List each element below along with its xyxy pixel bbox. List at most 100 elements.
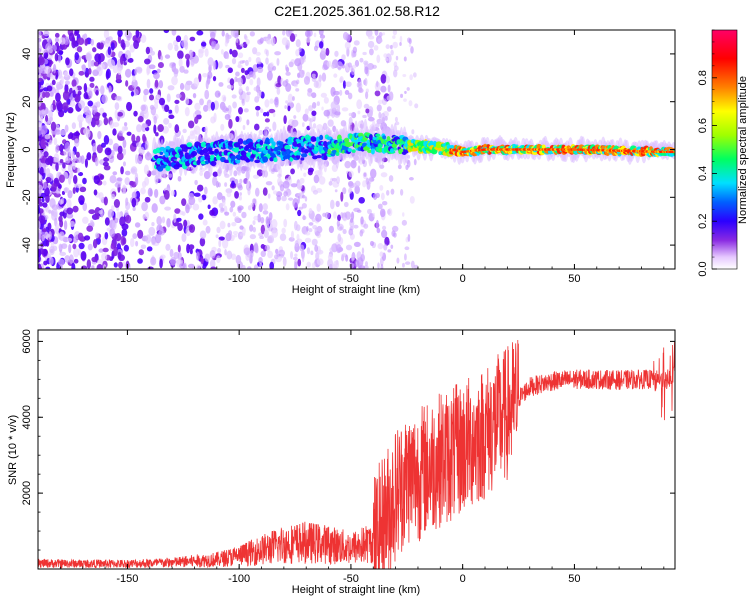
noise-blob: [227, 67, 233, 74]
noise-speckle: [324, 212, 330, 219]
ridge-core: [375, 133, 381, 138]
noise-speckle: [216, 168, 222, 177]
noise-blob: [73, 131, 81, 137]
noise-blob: [258, 257, 263, 264]
noise-blob: [137, 155, 143, 165]
noise-blob: [344, 41, 351, 50]
noise-blob: [336, 104, 341, 113]
noise-blob: [74, 138, 80, 148]
noise-blob: [113, 262, 118, 268]
noise-blob: [193, 77, 200, 87]
noise-blob: [217, 61, 223, 69]
noise-blob: [87, 59, 92, 70]
noise-blob: [44, 58, 49, 65]
noise-blob: [65, 57, 70, 66]
noise-blob: [369, 168, 377, 179]
noise-blob: [104, 217, 110, 226]
noise-blob: [290, 183, 298, 188]
noise-speckle: [226, 54, 230, 60]
noise-blob: [86, 152, 92, 161]
noise-blob: [375, 219, 379, 230]
noise-speckle: [314, 244, 319, 252]
noise-blob: [65, 156, 71, 164]
noise-speckle: [302, 214, 306, 221]
noise-blob: [379, 251, 384, 257]
noise-blob: [58, 50, 64, 56]
noise-blob: [238, 195, 242, 201]
noise-blob: [166, 93, 171, 103]
noise-speckle: [243, 33, 247, 40]
noise-blob: [289, 33, 296, 42]
noise-blob: [330, 199, 335, 210]
ridge-core: [228, 140, 234, 147]
noise-blob: [255, 105, 261, 111]
noise-blob: [82, 216, 89, 224]
noise-blob: [72, 205, 79, 213]
noise-speckle: [237, 206, 242, 214]
ridge-core: [205, 160, 209, 165]
ridge-core: [343, 137, 350, 143]
noise-speckle: [359, 57, 364, 63]
noise-blob: [364, 66, 369, 75]
colorbar-tick-label: 0.2: [697, 214, 709, 229]
noise-speckle: [311, 262, 316, 269]
noise-speckle: [383, 53, 388, 58]
noise-speckle: [301, 122, 305, 128]
noise-blob: [38, 215, 46, 225]
noise-blob: [347, 62, 352, 68]
snr-panel: -150 -100 -50 0 50 2000 4000 6000 Height of st…: [7, 329, 676, 596]
noise-speckle: [387, 249, 392, 253]
noise-blob: [161, 216, 166, 224]
noise-blob: [80, 251, 87, 261]
noise-speckle: [247, 266, 252, 269]
noise-speckle: [241, 98, 245, 104]
noise-blob: [153, 72, 160, 80]
noise-speckle: [224, 182, 228, 187]
noise-speckle: [399, 41, 402, 46]
noise-blob: [380, 172, 388, 178]
noise-blob: [179, 65, 185, 73]
noise-blob: [274, 51, 281, 56]
noise-blob: [142, 214, 146, 220]
noise-speckle: [387, 208, 393, 217]
noise-blob: [216, 192, 223, 201]
noise-blob: [42, 228, 47, 233]
noise-speckle: [376, 80, 379, 88]
noise-blob: [256, 169, 264, 177]
ridge-core: [264, 138, 271, 145]
noise-blob: [178, 58, 183, 68]
noise-speckle: [351, 253, 356, 261]
noise-blob: [48, 209, 52, 214]
noise-blob: [59, 129, 67, 136]
noise-blob: [264, 118, 270, 123]
noise-speckle: [304, 231, 311, 236]
noise-blob: [44, 91, 50, 98]
noise-blob: [166, 217, 171, 228]
noise-blob: [229, 78, 235, 86]
noise-speckle: [368, 176, 372, 185]
y-tick-label: -20: [21, 189, 33, 205]
noise-blob: [72, 187, 76, 195]
noise-blob: [59, 158, 64, 164]
noise-blob: [192, 92, 197, 99]
noise-blob: [269, 261, 275, 269]
noise-blob: [140, 187, 146, 195]
noise-blob: [47, 222, 52, 231]
noise-blob: [107, 208, 115, 218]
noise-blob: [203, 186, 208, 195]
noise-blob: [263, 229, 269, 239]
noise-blob: [43, 181, 47, 190]
noise-blob: [196, 264, 201, 269]
noise-speckle: [352, 46, 358, 54]
noise-speckle: [249, 78, 254, 86]
noise-speckle: [232, 230, 239, 236]
noise-blob: [72, 236, 79, 243]
noise-speckle: [309, 121, 313, 130]
noise-speckle: [336, 220, 340, 227]
noise-blob: [122, 139, 127, 149]
noise-speckle: [399, 35, 403, 43]
snr-x-label: Height of straight line (km): [292, 584, 420, 596]
noise-speckle: [307, 117, 311, 122]
ridge-core: [300, 157, 305, 161]
noise-blob: [143, 164, 149, 175]
